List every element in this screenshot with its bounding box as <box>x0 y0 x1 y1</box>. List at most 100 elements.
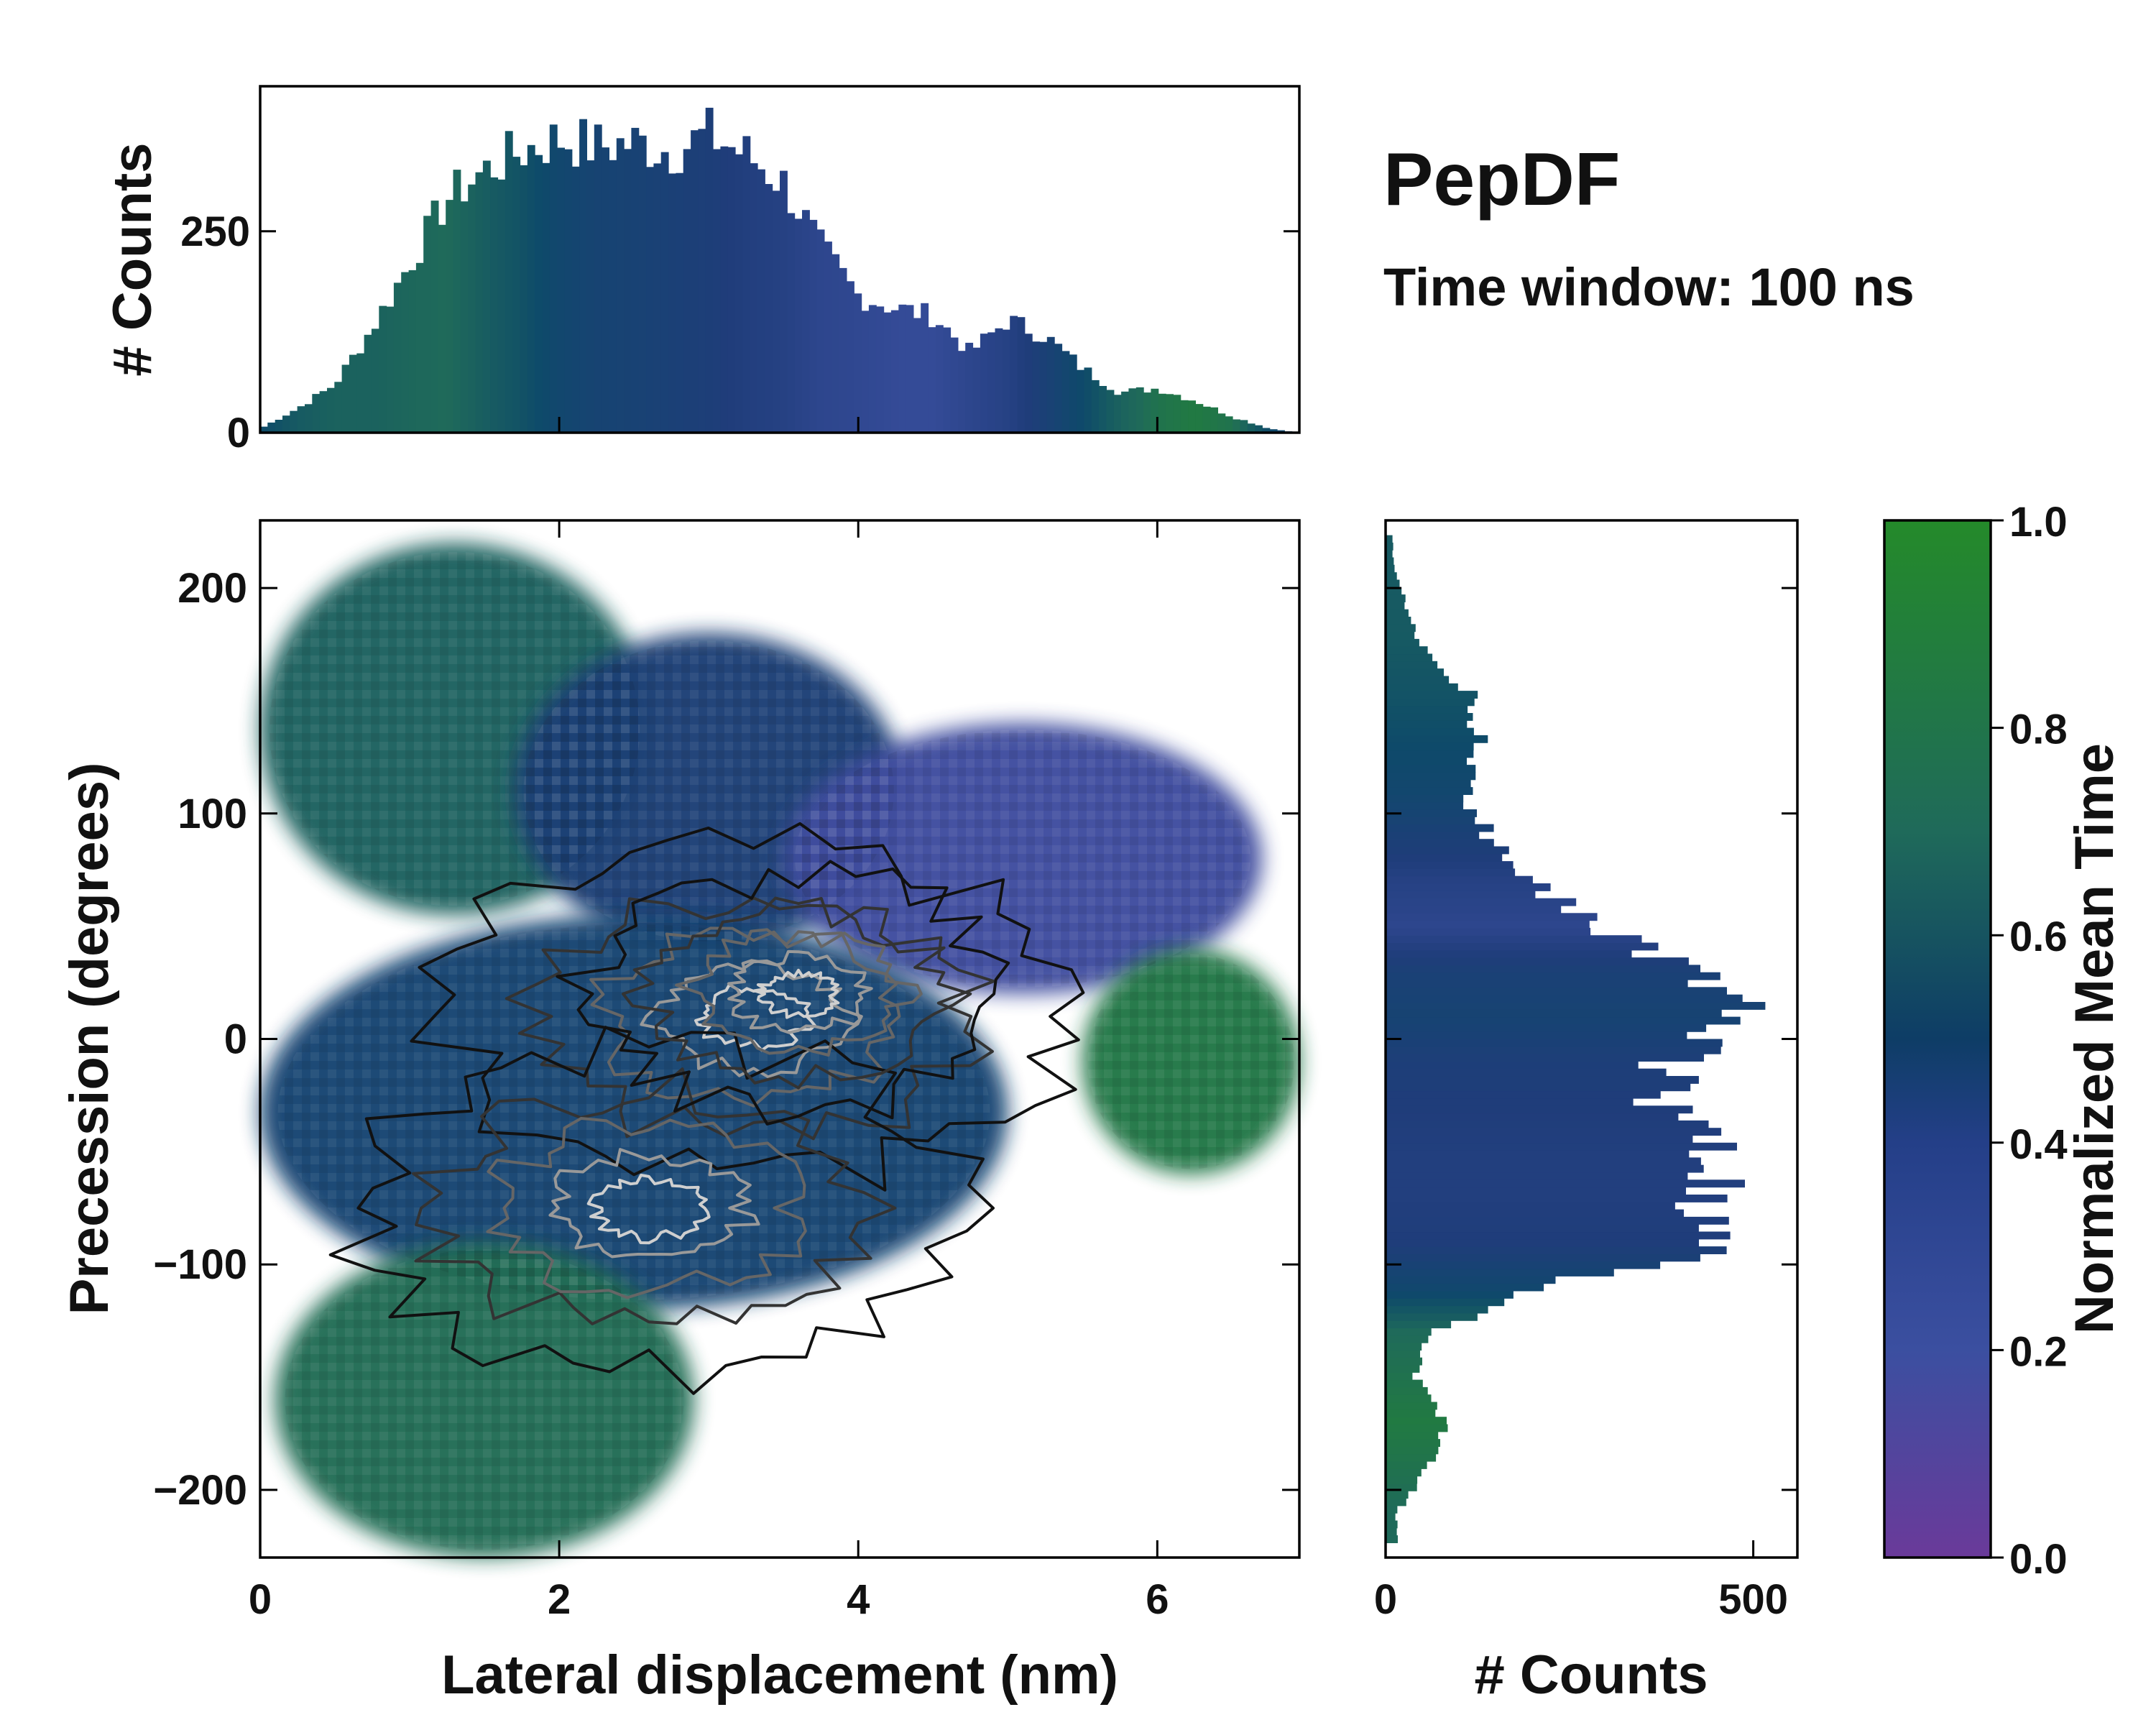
top-histogram-bar <box>780 170 788 433</box>
top-histogram-bar <box>446 200 454 433</box>
top-histogram-bar <box>705 107 714 433</box>
top-histogram-bar <box>571 166 580 433</box>
right-histogram-bar <box>1386 861 1514 869</box>
right-histogram-bar <box>1386 1046 1721 1054</box>
top-histogram-bar <box>482 160 491 433</box>
top-histogram-bar <box>497 179 506 433</box>
top-histogram-bar <box>972 347 981 433</box>
top-y-tick-label: 250 <box>180 208 250 255</box>
top-histogram-bar <box>1017 317 1026 433</box>
right-histogram-bar <box>1386 846 1509 855</box>
top-histogram-bar <box>1106 390 1115 433</box>
colorbar-ticks: 1.0 0.8 0.6 0.4 0.2 0.0 <box>1991 499 2068 1583</box>
top-histogram-bar <box>1099 386 1107 433</box>
right-histogram-bar <box>1386 1476 1418 1484</box>
top-histogram-bar <box>1084 367 1092 433</box>
colorbar-tick-label: 0.8 <box>2009 707 2068 753</box>
right-histogram-bar <box>1386 1142 1737 1151</box>
right-histogram-bar <box>1386 661 1438 669</box>
right-histogram-bar <box>1386 883 1551 891</box>
top-histogram-bar <box>883 312 892 433</box>
top-histogram-bar <box>1240 420 1248 433</box>
right-histogram-bar <box>1386 853 1503 862</box>
top-histogram-bar <box>490 177 499 433</box>
top-histogram-bar <box>653 163 662 433</box>
right-histogram-bar <box>1386 1328 1432 1336</box>
top-histogram-bar <box>698 129 706 433</box>
top-histogram-bar <box>1046 336 1055 433</box>
right-histogram-bar <box>1386 1535 1398 1543</box>
right-histogram-bar <box>1386 572 1397 581</box>
right-histogram-bar <box>1386 1431 1439 1440</box>
right-histogram-bar <box>1386 1439 1440 1447</box>
right-histogram-bar <box>1386 683 1458 691</box>
right-histogram-bar <box>1386 839 1494 847</box>
chart-title: PepDF <box>1383 138 1620 221</box>
right-histogram-bar <box>1386 787 1473 795</box>
top-histogram-bar <box>1269 429 1278 433</box>
main-y-label: Precession (degrees) <box>59 763 120 1315</box>
main-y-tick-label: 100 <box>178 791 247 837</box>
top-histogram-bar <box>438 224 446 433</box>
right-histogram-bar <box>1386 1491 1409 1499</box>
right-x-tick-label: 500 <box>1718 1576 1788 1623</box>
right-histogram-bar <box>1386 1483 1417 1491</box>
right-histogram-bar <box>1386 942 1659 951</box>
right-histogram-bar <box>1386 824 1494 832</box>
right-histogram-bar <box>1386 987 1727 995</box>
main-y-tick-label: −100 <box>153 1241 247 1288</box>
top-histogram-bar <box>341 364 350 433</box>
right-histogram-bar <box>1386 1269 1614 1276</box>
top-histogram-bar <box>1151 388 1159 433</box>
right-histogram-bar <box>1386 1357 1422 1366</box>
main-y-tick-label: −200 <box>153 1467 247 1514</box>
top-histogram-bar <box>720 146 729 433</box>
heatmap-texture <box>285 1249 684 1550</box>
right-histogram-bar <box>1386 1365 1420 1373</box>
top-histogram-bar <box>327 387 335 433</box>
top-histogram-bar <box>980 334 988 433</box>
top-histogram-bar <box>1039 341 1048 433</box>
right-histogram-bar <box>1386 1350 1420 1358</box>
top-histogram-bar <box>423 216 432 433</box>
density-contour <box>328 1026 995 1395</box>
right-histogram-bar <box>1386 875 1533 884</box>
right-histogram-bar <box>1386 1402 1437 1410</box>
top-histogram-bar <box>602 147 609 433</box>
right-histogram-bar <box>1386 1128 1722 1136</box>
right-histogram-bar <box>1386 1054 1704 1062</box>
top-histogram-bar <box>260 426 268 433</box>
right-histogram-x-label: # Counts <box>1474 1644 1708 1706</box>
density-contour <box>412 1067 897 1325</box>
top-histogram-bar <box>275 420 283 433</box>
density-contour <box>586 1174 711 1245</box>
main-plot-frame <box>259 519 1301 1559</box>
top-histogram-bar <box>1173 395 1181 433</box>
top-histogram-bar <box>1069 354 1077 433</box>
density-contour <box>752 968 840 1019</box>
top-histogram-bar <box>1180 400 1189 433</box>
density-contour <box>505 896 995 1141</box>
right-histogram-bar <box>1386 705 1468 714</box>
right-histogram-bar <box>1386 801 1464 810</box>
top-histogram-bar <box>1158 393 1166 433</box>
right-histogram-bar <box>1386 765 1476 773</box>
top-histogram-bar <box>1195 404 1204 433</box>
right-histogram-bar <box>1386 1394 1432 1403</box>
right-histogram-bar <box>1386 1187 1686 1195</box>
top-histogram-bar <box>824 242 832 433</box>
top-histogram-bar <box>1010 316 1018 433</box>
top-histogram-bar <box>319 391 328 433</box>
top-histogram-bar <box>691 130 699 433</box>
top-histogram-bar <box>802 210 810 433</box>
top-histogram-bar <box>683 149 691 433</box>
top-histogram-bar <box>735 154 743 433</box>
right-histogram-bar <box>1386 1120 1709 1128</box>
right-histogram-bar <box>1386 809 1477 817</box>
colorbar-tick-label: 1.0 <box>2009 499 2068 546</box>
right-x-tick-label: 0 <box>1374 1576 1397 1623</box>
top-histogram-bar <box>356 353 365 433</box>
top-histogram-bar <box>334 382 343 433</box>
top-histogram-bar <box>1061 351 1070 433</box>
